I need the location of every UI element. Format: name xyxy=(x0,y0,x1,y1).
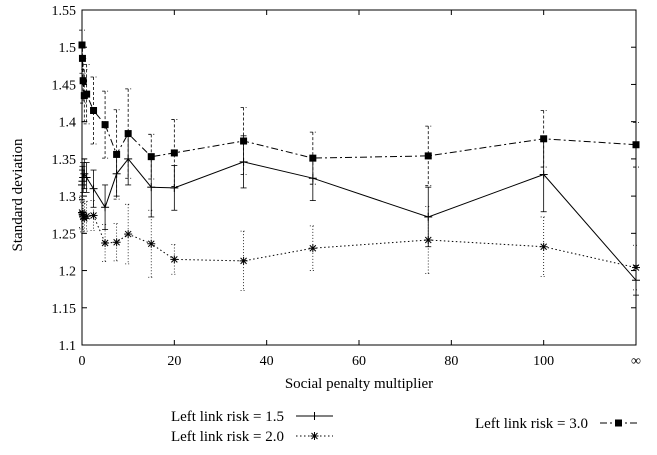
error-bar xyxy=(79,197,85,228)
legend-label: Left link risk = 3.0 xyxy=(475,416,588,432)
data-point xyxy=(424,236,433,245)
error-bar xyxy=(125,88,132,179)
series-line xyxy=(81,158,637,281)
error-bar xyxy=(90,76,97,145)
error-bar xyxy=(90,200,97,231)
legend-label: Left link risk = 2.0 xyxy=(171,429,284,445)
data-point xyxy=(147,239,156,248)
error-bar xyxy=(113,109,120,200)
series-line xyxy=(81,212,637,269)
y-tick-label: 1.15 xyxy=(52,302,77,317)
y-tick-label: 1.2 xyxy=(59,265,77,280)
series-1 xyxy=(78,132,640,296)
y-tick-label: 1.4 xyxy=(59,116,77,131)
error-bar xyxy=(83,200,90,232)
data-point xyxy=(310,412,319,420)
data-point xyxy=(89,184,98,193)
legend-item-1: Left link risk = 1.5 xyxy=(171,409,333,425)
plot-border xyxy=(81,9,637,346)
legend-label: Left link risk = 1.5 xyxy=(171,409,284,425)
data-point xyxy=(89,211,98,220)
error-bar xyxy=(81,203,88,234)
error-bar xyxy=(80,201,87,233)
data-point xyxy=(147,153,155,161)
data-point xyxy=(632,276,640,285)
data-point xyxy=(90,107,98,114)
plot-frame xyxy=(81,9,637,346)
error-bar xyxy=(425,125,432,187)
error-bar xyxy=(240,107,247,175)
data-point xyxy=(240,137,248,145)
error-bar xyxy=(171,119,178,187)
data-point xyxy=(82,212,91,221)
y-tick-label: 1.55 xyxy=(52,4,77,19)
series-line xyxy=(81,44,637,159)
x-tick-label: 20 xyxy=(167,354,181,369)
data-point xyxy=(239,256,248,265)
data-point xyxy=(170,255,179,264)
data-point xyxy=(124,230,133,239)
x-tick-label: 80 xyxy=(444,354,458,369)
error-bar xyxy=(240,230,247,292)
legend-item-3: Left link risk = 3.0 xyxy=(475,416,637,432)
y-tick-label: 1.25 xyxy=(52,227,77,242)
data-point xyxy=(424,212,433,221)
data-point xyxy=(101,239,110,248)
error-bar xyxy=(540,110,547,168)
x-tick-label: 40 xyxy=(260,354,274,369)
data-point xyxy=(424,152,432,160)
error-bar xyxy=(540,216,547,277)
legend: Left link risk = 1.5 Left link risk = 2.0… xyxy=(171,409,637,445)
data-point xyxy=(79,77,87,85)
data-point xyxy=(124,130,132,138)
data-point xyxy=(112,238,121,247)
x-tick-label: 0 xyxy=(79,354,86,369)
data-point xyxy=(78,41,86,49)
y-tick-label: 1.5 xyxy=(59,41,77,56)
data-point xyxy=(310,432,319,440)
data-point xyxy=(539,170,548,179)
data-point xyxy=(539,242,548,251)
axis-ticks: 1.1 1.15 1.2 1.25 1.3 1.35 1.4 1.45 1.5 1.55 0 20 40… xyxy=(52,4,642,369)
data-point xyxy=(82,173,91,182)
data-point xyxy=(615,419,622,427)
x-tick-label: 100 xyxy=(533,354,554,369)
data-point xyxy=(632,141,640,149)
data-point xyxy=(308,244,317,253)
y-tick-label: 1.3 xyxy=(59,190,77,205)
error-bar xyxy=(125,203,132,265)
data-point xyxy=(83,90,91,98)
data-point xyxy=(632,263,640,272)
data-point xyxy=(170,149,178,157)
error-bar xyxy=(79,198,86,230)
y-axis-title: Standard deviation xyxy=(10,138,26,251)
data-point xyxy=(101,203,110,212)
data-point xyxy=(147,183,156,192)
error-bar xyxy=(102,90,109,159)
y-tick-label: 1.45 xyxy=(52,78,77,93)
data-point xyxy=(113,150,121,158)
error-bar xyxy=(633,244,639,291)
data-point xyxy=(309,154,317,162)
data-point xyxy=(78,177,87,186)
x-tick-label: 60 xyxy=(352,354,366,369)
series-3 xyxy=(78,29,640,200)
y-tick-label: 1.35 xyxy=(52,153,77,168)
x-axis-title: Social penalty multiplier xyxy=(285,376,433,392)
series-2 xyxy=(78,197,640,292)
data-point xyxy=(101,121,109,129)
x-tick-label: ∞ xyxy=(631,354,641,369)
data-point xyxy=(78,54,86,62)
data-point xyxy=(78,209,87,218)
error-bar xyxy=(83,63,90,125)
error-bar xyxy=(309,225,316,271)
y-tick-label: 1.1 xyxy=(59,339,77,354)
error-bar xyxy=(171,244,178,275)
series-layer xyxy=(78,29,640,296)
legend-item-2: Left link risk = 2.0 xyxy=(171,429,333,445)
data-point xyxy=(540,135,548,143)
